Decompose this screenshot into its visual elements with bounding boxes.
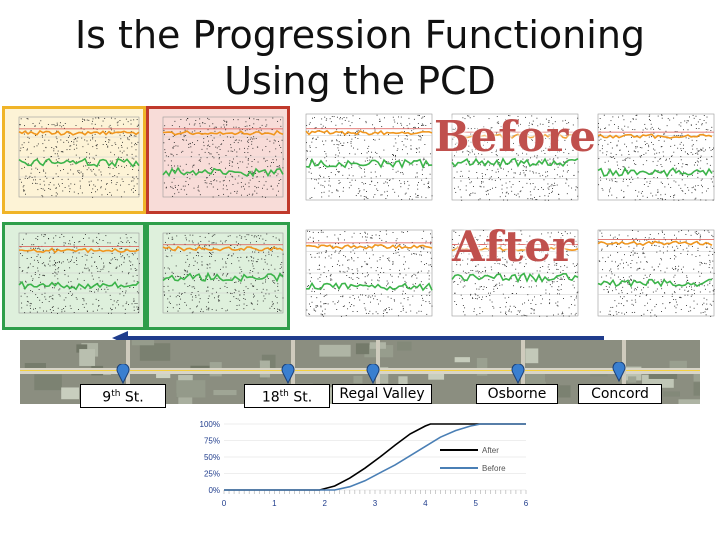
pcd-panel-after-2 [146, 222, 290, 330]
x-tick-label: 6 [524, 499, 529, 508]
title-line-2: Using the PCD [224, 59, 496, 103]
pcd-panel-after-4 [438, 222, 582, 330]
series-line-after [224, 423, 526, 491]
map-pin-18th [281, 364, 295, 384]
page-title: Is the Progression Functioning Using the… [0, 12, 720, 104]
pcd-panel-after-5 [584, 222, 718, 330]
series-line-before [224, 423, 526, 491]
x-tick-label: 0 [222, 499, 227, 508]
y-tick-label: 75% [204, 437, 220, 446]
street-label-osborne: Osborne [476, 384, 558, 404]
pcd-panel-before-2 [146, 106, 290, 214]
x-tick-label: 2 [322, 499, 327, 508]
map-pin-regal-valley [366, 364, 380, 384]
street-label-18th: 18th St. [244, 384, 330, 408]
pcd-panel-after-1 [2, 222, 146, 330]
after-label: After [452, 222, 576, 271]
pcd-panel-before-1 [2, 106, 146, 214]
legend-label-before: Before [482, 464, 506, 473]
y-tick-label: 50% [204, 453, 220, 462]
arrival-chart: 0% 25% 50% 75% 100% 0 1 2 3 4 5 6 After Before [180, 412, 540, 536]
before-label: Before [434, 112, 598, 161]
street-label-concord: Concord [578, 384, 662, 404]
street-label-9th: 9th St. [80, 384, 166, 408]
x-tick-label: 3 [373, 499, 378, 508]
map-pin-osborne [511, 364, 525, 384]
street-label-regal-valley: Regal Valley [332, 384, 432, 404]
pcd-panel-after-3 [292, 222, 436, 330]
y-tick-label: 0% [208, 486, 220, 495]
map-pin-9th [116, 364, 130, 384]
pcd-panel-before-3 [292, 106, 436, 214]
x-tick-label: 5 [473, 499, 478, 508]
map-pin-concord [612, 362, 626, 382]
pcd-panel-before-4 [438, 106, 582, 214]
y-tick-label: 100% [200, 420, 220, 429]
title-line-1: Is the Progression Functioning [74, 13, 646, 57]
legend-label-after: After [482, 446, 499, 455]
x-tick-label: 1 [272, 499, 277, 508]
x-tick-label: 4 [423, 499, 428, 508]
pcd-panel-before-5 [584, 106, 718, 214]
y-tick-label: 25% [204, 470, 220, 479]
